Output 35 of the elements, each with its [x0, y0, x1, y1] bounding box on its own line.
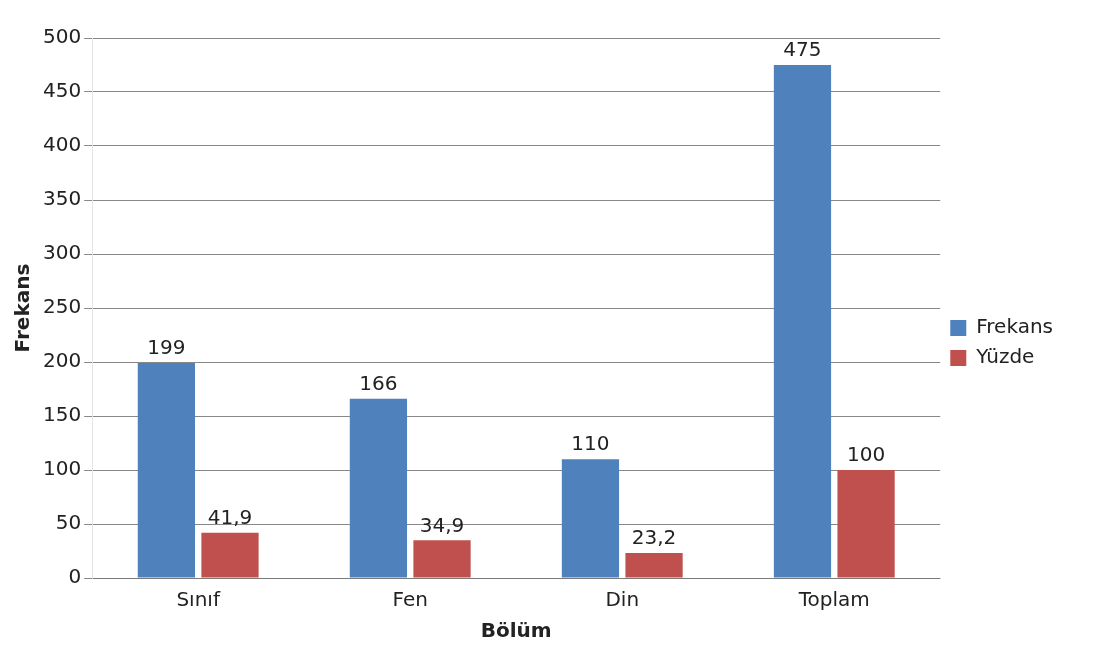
- y-tick-label: 350: [42, 186, 82, 211]
- y-tick-label: 450: [42, 78, 82, 103]
- y-tick-label: 400: [42, 132, 82, 157]
- x-tick-label: Sınıf: [176, 587, 221, 612]
- x-axis-title: Bölüm: [480, 618, 552, 643]
- bar: [773, 65, 832, 578]
- data-label: 34,9: [419, 512, 465, 537]
- x-tick-label: Din: [605, 587, 640, 612]
- bar: [201, 532, 259, 578]
- data-label: 199: [147, 335, 186, 360]
- bar: [561, 459, 620, 578]
- bar: [349, 398, 408, 578]
- data-label: 166: [359, 370, 398, 395]
- data-label: 23,2: [631, 525, 677, 550]
- y-tick-label: 0: [68, 564, 82, 589]
- bar: [137, 363, 196, 578]
- x-tick-label: Fen: [392, 587, 428, 612]
- legend-label: Frekans: [976, 314, 1053, 339]
- y-tick-label: 50: [55, 510, 82, 535]
- y-tick-label: 150: [42, 402, 82, 427]
- y-tick-label: 250: [42, 294, 82, 319]
- y-tick-label: 200: [42, 348, 82, 373]
- bar: [625, 552, 683, 578]
- y-tick-label: 100: [42, 456, 82, 481]
- y-tick-label: 500: [42, 24, 82, 49]
- data-label: 41,9: [207, 504, 253, 529]
- legend-label: Yüzde: [975, 344, 1035, 369]
- data-label: 100: [846, 442, 886, 467]
- y-axis-title: Frekans: [10, 263, 35, 353]
- data-label: 110: [571, 431, 610, 456]
- y-tick-label: 300: [42, 240, 82, 265]
- x-tick-label: Toplam: [797, 587, 870, 612]
- data-label: 475: [783, 37, 822, 62]
- bar: [413, 540, 471, 578]
- bar: [837, 470, 895, 578]
